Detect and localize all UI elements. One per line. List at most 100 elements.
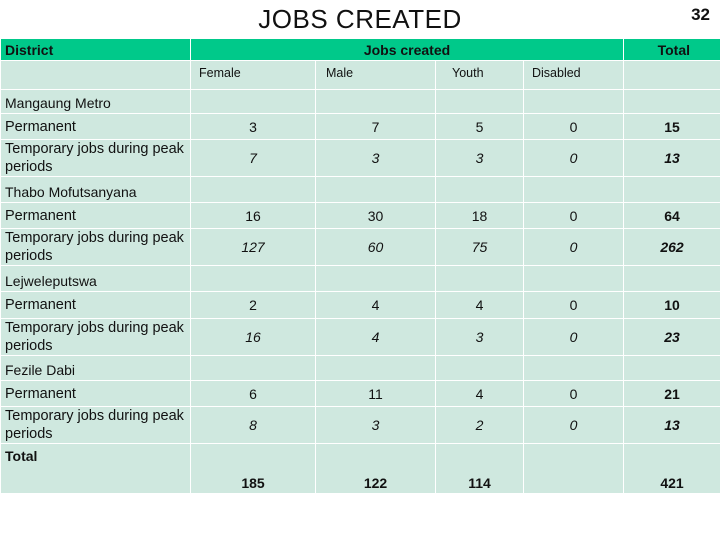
table-row: Permanent 6 11 4 0 21 <box>0 380 720 407</box>
totals-row: Total 185 122 114 421 <box>0 443 720 494</box>
female-cell: 8 <box>190 406 316 444</box>
male-cell: 3 <box>315 139 436 177</box>
jobs-created-header: Jobs created <box>190 38 624 61</box>
totals-label: Total <box>0 443 191 494</box>
total-cell: 21 <box>623 380 720 407</box>
empty-cell <box>435 176 524 203</box>
female-cell: 3 <box>190 113 316 140</box>
total-cell: 10 <box>623 291 720 319</box>
male-cell: 4 <box>315 318 436 356</box>
district-row: Mangaung Metro <box>0 89 720 114</box>
male-cell: 3 <box>315 406 436 444</box>
disabled-cell: 0 <box>523 139 624 177</box>
table-row: Permanent 16 30 18 0 64 <box>0 202 720 229</box>
jobs-created-table: District Jobs created Total Female Male … <box>0 38 720 494</box>
table-row: Permanent 2 4 4 0 10 <box>0 291 720 319</box>
empty-cell <box>315 89 436 114</box>
total-cell: 13 <box>623 139 720 177</box>
table-row: Temporary jobs during peak periods 16 4 3 0 2… <box>0 318 720 356</box>
subheader-blank <box>0 60 191 90</box>
district-row: Thabo Mofutsanyana <box>0 176 720 203</box>
totals-female-cell: 185 <box>190 443 316 494</box>
total-header: Total <box>623 38 720 61</box>
female-cell: 2 <box>190 291 316 319</box>
row-label: Permanent <box>0 202 191 229</box>
district-name: Fezile Dabi <box>0 355 191 381</box>
table-row: Temporary jobs during peak periods 127 60 7… <box>0 228 720 266</box>
empty-cell <box>190 89 316 114</box>
district-row: Fezile Dabi <box>0 355 720 381</box>
disabled-header: Disabled <box>523 60 624 90</box>
empty-cell <box>190 176 316 203</box>
youth-cell: 3 <box>435 318 524 356</box>
totals-total-cell: 421 <box>623 443 720 494</box>
male-cell: 4 <box>315 291 436 319</box>
youth-cell: 75 <box>435 228 524 266</box>
empty-cell <box>623 89 720 114</box>
empty-cell <box>623 176 720 203</box>
empty-cell <box>315 176 436 203</box>
youth-cell: 3 <box>435 139 524 177</box>
header-row: District Jobs created Total <box>0 38 720 61</box>
row-label: Temporary jobs during peak periods <box>0 139 191 177</box>
empty-cell <box>190 265 316 292</box>
district-name: Thabo Mofutsanyana <box>0 176 191 203</box>
total-cell: 15 <box>623 113 720 140</box>
row-label: Permanent <box>0 113 191 140</box>
district-name: Mangaung Metro <box>0 89 191 114</box>
empty-cell <box>523 89 624 114</box>
totals-disabled-cell <box>523 443 624 494</box>
empty-cell <box>435 355 524 381</box>
youth-cell: 4 <box>435 380 524 407</box>
table-row: Temporary jobs during peak periods 8 3 2 0 13 <box>0 406 720 444</box>
subheader-total-blank <box>623 60 720 90</box>
disabled-cell: 0 <box>523 291 624 319</box>
row-label: Temporary jobs during peak periods <box>0 228 191 266</box>
empty-cell <box>523 265 624 292</box>
male-cell: 60 <box>315 228 436 266</box>
male-cell: 11 <box>315 380 436 407</box>
female-cell: 6 <box>190 380 316 407</box>
empty-cell <box>523 176 624 203</box>
page-number: 32 <box>691 5 710 24</box>
subheader-row: Female Male Youth Disabled <box>0 60 720 90</box>
total-cell: 64 <box>623 202 720 229</box>
district-header: District <box>0 38 191 61</box>
row-label: Permanent <box>0 380 191 407</box>
disabled-cell: 0 <box>523 228 624 266</box>
page-title: JOBS CREATED <box>258 4 462 34</box>
female-cell: 7 <box>190 139 316 177</box>
disabled-cell: 0 <box>523 380 624 407</box>
district-row: Lejweleputswa <box>0 265 720 292</box>
empty-cell <box>315 265 436 292</box>
disabled-cell: 0 <box>523 318 624 356</box>
empty-cell <box>523 355 624 381</box>
youth-header: Youth <box>435 60 524 90</box>
disabled-cell: 0 <box>523 406 624 444</box>
table-row: Temporary jobs during peak periods 7 3 3 0 13 <box>0 139 720 177</box>
male-cell: 7 <box>315 113 436 140</box>
empty-cell <box>623 355 720 381</box>
disabled-cell: 0 <box>523 113 624 140</box>
empty-cell <box>435 265 524 292</box>
row-label: Permanent <box>0 291 191 319</box>
youth-cell: 4 <box>435 291 524 319</box>
female-cell: 16 <box>190 318 316 356</box>
youth-cell: 2 <box>435 406 524 444</box>
totals-male-cell: 122 <box>315 443 436 494</box>
district-name: Lejweleputswa <box>0 265 191 292</box>
totals-youth-cell: 114 <box>435 443 524 494</box>
table-row: Permanent 3 7 5 0 15 <box>0 113 720 140</box>
male-cell: 30 <box>315 202 436 229</box>
disabled-cell: 0 <box>523 202 624 229</box>
empty-cell <box>435 89 524 114</box>
youth-cell: 5 <box>435 113 524 140</box>
total-cell: 23 <box>623 318 720 356</box>
empty-cell <box>190 355 316 381</box>
empty-cell <box>315 355 436 381</box>
male-header: Male <box>315 60 436 90</box>
empty-cell <box>623 265 720 292</box>
total-cell: 13 <box>623 406 720 444</box>
female-cell: 16 <box>190 202 316 229</box>
total-cell: 262 <box>623 228 720 266</box>
